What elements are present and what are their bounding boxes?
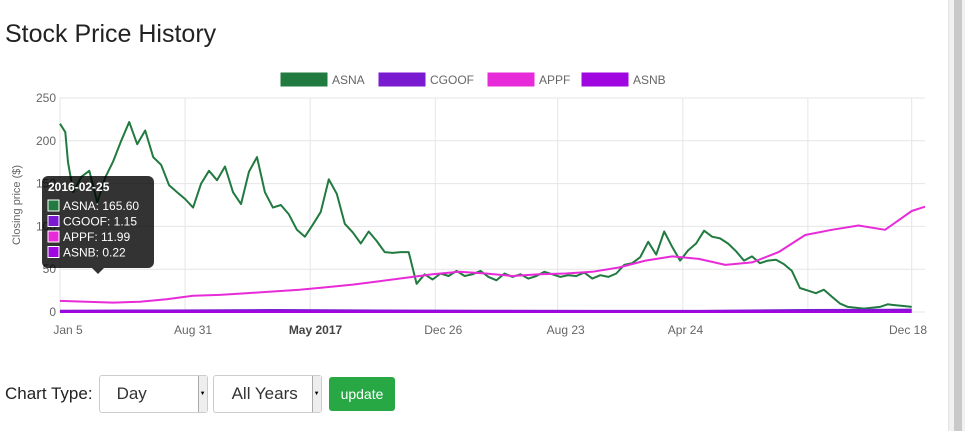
y-tick-label: 200: [36, 134, 56, 148]
legend[interactable]: ASNA CGOOF APPF ASNB: [280, 72, 666, 87]
scrollbar[interactable]: [948, 0, 965, 431]
x-tick-label: Apr 24: [668, 323, 704, 337]
tooltip-caret: [92, 268, 104, 274]
tooltip-line: ASNA: 165.60: [63, 199, 139, 213]
chart-type-select[interactable]: Day ▼: [98, 375, 208, 413]
tooltip-title: 2016-02-25: [48, 180, 110, 194]
x-tick-label: Dec 18: [889, 323, 927, 337]
legend-label-asna: ASNA: [332, 73, 365, 87]
tooltip-line: APPF: 11.99: [63, 230, 130, 244]
tooltip-swatch: [47, 230, 60, 243]
legend-swatch-asna: [280, 72, 328, 87]
y-axis-label: Closing price ($): [11, 165, 23, 245]
page-title: Stock Price History: [5, 20, 217, 48]
tooltip-line: ASNB: 0.22: [63, 246, 126, 260]
series-lines: [59, 121, 926, 314]
x-axis-ticks: Jan 5 Aug 31 May 2017 Dec 26 Aug 23 Apr 24 Dec…: [53, 323, 927, 337]
years-select[interactable]: All Years ▼: [212, 375, 322, 413]
legend-label-appf: APPF: [539, 73, 570, 87]
y-tick-label: 250: [36, 91, 56, 105]
x-tick-label: Dec 26: [424, 323, 462, 337]
x-tick-label: Aug 23: [547, 323, 585, 337]
x-tick-label: Aug 31: [174, 323, 212, 337]
chevron-down-icon: ▼: [197, 376, 207, 412]
legend-label-asnb: ASNB: [633, 73, 666, 87]
legend-swatch-appf: [487, 72, 535, 87]
legend-swatch-cgoof: [378, 72, 426, 87]
legend-swatch-asnb: [581, 72, 629, 87]
chart-grid: [59, 97, 925, 313]
x-tick-label: May 2017: [289, 323, 343, 337]
scrollbar-thumb[interactable]: [954, 0, 962, 431]
series-line-appf: [59, 205, 926, 304]
update-button[interactable]: update: [328, 377, 396, 411]
tooltip-swatch: [47, 215, 60, 227]
tooltip-line: CGOOF: 1.15: [63, 215, 137, 229]
tooltip-swatch: [47, 199, 60, 212]
chart-type-label: Chart Type:: [5, 384, 93, 403]
series-line-asna: [59, 121, 912, 310]
x-tick-label: Jan 5: [53, 323, 83, 337]
tooltip-box: [42, 176, 154, 268]
tooltip-swatch: [47, 246, 60, 258]
legend-label-cgoof: CGOOF: [430, 73, 474, 87]
y-tick-label: 0: [49, 305, 56, 319]
chevron-down-icon: ▼: [311, 376, 321, 412]
chart-type-value: Day: [116, 384, 147, 403]
years-value: All Years: [231, 384, 298, 403]
chart-controls: Chart Type: Day ▼ All Years ▼ update: [5, 374, 396, 414]
